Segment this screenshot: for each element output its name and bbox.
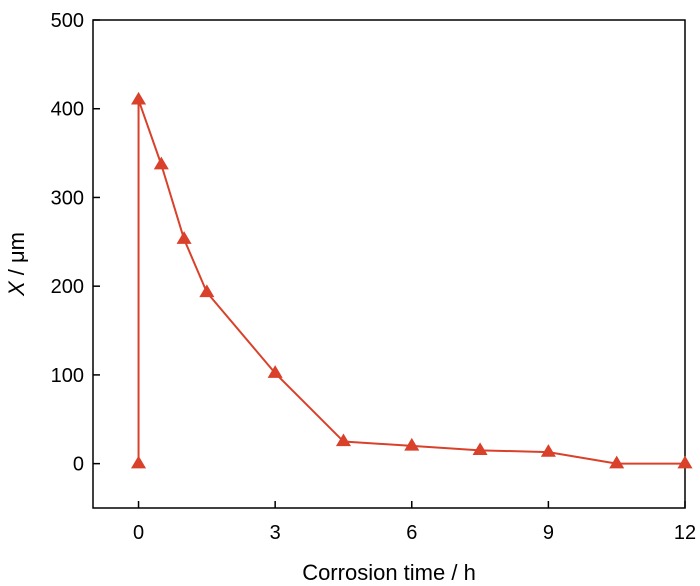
data-point-marker xyxy=(609,455,625,469)
y-axis: 0 100 200 300 400 500 xyxy=(51,10,100,476)
y-axis-title-symbol: X xyxy=(4,280,29,297)
y-tick-label: 300 xyxy=(51,187,84,209)
y-axis-title-unit: / μm xyxy=(4,232,29,281)
data-point-marker xyxy=(199,284,215,298)
x-tick-label: 0 xyxy=(133,522,144,544)
plot-frame xyxy=(92,19,686,509)
y-tick-label: 500 xyxy=(51,10,84,32)
data-point-marker xyxy=(472,442,488,456)
x-tick-label: 6 xyxy=(406,522,417,544)
x-tick-label: 12 xyxy=(674,522,696,544)
y-tick-label: 100 xyxy=(51,365,84,387)
data-point-marker xyxy=(540,444,556,457)
series-line xyxy=(137,98,685,465)
data-point-marker xyxy=(131,91,147,105)
y-tick-label: 400 xyxy=(51,99,84,121)
y-axis-title: X / μm xyxy=(4,232,29,297)
x-axis-title: Corrosion time / h xyxy=(302,560,476,585)
y-tick-label: 0 xyxy=(73,454,84,476)
x-tick-label: 3 xyxy=(270,522,281,544)
data-point-marker xyxy=(131,455,147,469)
data-point-marker xyxy=(267,365,283,378)
x-axis: 0 3 6 9 12 xyxy=(133,501,696,544)
data-point-marker xyxy=(335,433,351,447)
data-point-marker xyxy=(153,156,169,170)
data-point-marker xyxy=(677,455,693,469)
series-layer xyxy=(131,91,693,469)
y-tick-label: 200 xyxy=(51,276,84,298)
data-point-marker xyxy=(404,437,420,451)
data-point-marker xyxy=(176,231,192,244)
x-tick-label: 9 xyxy=(543,522,554,544)
